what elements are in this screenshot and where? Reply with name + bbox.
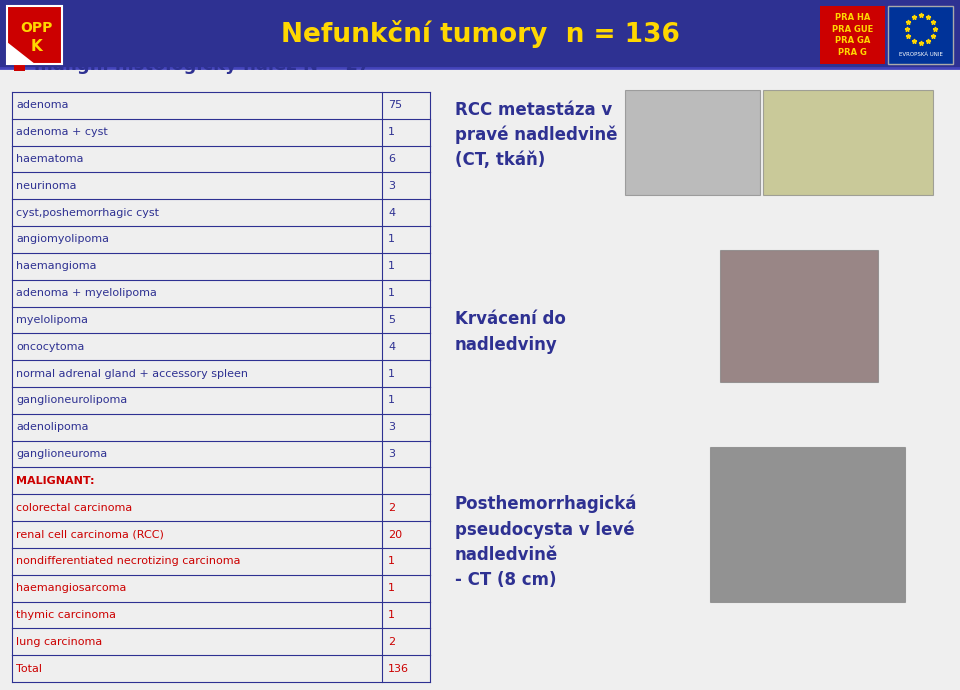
Text: 5: 5	[388, 315, 395, 325]
Text: nondifferentiated necrotizing carcinoma: nondifferentiated necrotizing carcinoma	[16, 556, 241, 566]
Text: cyst,poshemorrhagic cyst: cyst,poshemorrhagic cyst	[16, 208, 159, 217]
Text: 4: 4	[388, 208, 396, 217]
Text: RCC metastáza v
pravé nadledvině
(CT, tkáň): RCC metastáza v pravé nadledvině (CT, tk…	[455, 101, 617, 169]
Text: angiomyolipoma: angiomyolipoma	[16, 235, 109, 244]
Text: 1: 1	[388, 262, 395, 271]
Text: maligní histologický nález N = 27: maligní histologický nález N = 27	[34, 56, 371, 75]
Text: 20: 20	[388, 529, 402, 540]
Text: Posthemorrhagická
pseudocysta v levé
nadledvině
- CT (8 cm): Posthemorrhagická pseudocysta v levé nad…	[455, 495, 637, 589]
Text: 3: 3	[388, 422, 395, 432]
Text: 3: 3	[388, 449, 395, 459]
Text: haemangiosarcoma: haemangiosarcoma	[16, 583, 127, 593]
Text: myelolipoma: myelolipoma	[16, 315, 88, 325]
Text: haematoma: haematoma	[16, 154, 84, 164]
Text: 1: 1	[388, 127, 395, 137]
Text: Nefunkční tumory  n = 136: Nefunkční tumory n = 136	[280, 20, 680, 48]
Bar	[763, 90, 933, 195]
Text: Krvácení do
nadledviny: Krvácení do nadledviny	[455, 310, 565, 353]
Text: K: K	[31, 39, 42, 54]
Text: renal cell carcinoma (RCC): renal cell carcinoma (RCC)	[16, 529, 164, 540]
Text: adenoma + cyst: adenoma + cyst	[16, 127, 108, 137]
Polygon shape	[7, 42, 35, 64]
Bar	[0, 0, 960, 68]
Text: EVROPSKÁ UNIE: EVROPSKÁ UNIE	[899, 52, 943, 57]
Text: 2: 2	[388, 637, 396, 647]
Text: ganglioneuroma: ganglioneuroma	[16, 449, 108, 459]
Bar	[710, 447, 905, 602]
Text: 1: 1	[388, 395, 395, 406]
Text: adenoma: adenoma	[16, 101, 68, 110]
Text: 1: 1	[388, 610, 395, 620]
Bar	[888, 6, 953, 64]
Bar	[625, 90, 760, 195]
Text: 6: 6	[388, 154, 395, 164]
Text: OPP: OPP	[20, 21, 53, 35]
Text: 1: 1	[388, 583, 395, 593]
Text: colorectal carcinoma: colorectal carcinoma	[16, 503, 132, 513]
Text: lung carcinoma: lung carcinoma	[16, 637, 103, 647]
Text: oncocytoma: oncocytoma	[16, 342, 84, 352]
Bar	[7, 6, 62, 64]
Text: haemangioma: haemangioma	[16, 262, 97, 271]
Bar	[14, 60, 25, 71]
Text: MALIGNANT:: MALIGNANT:	[16, 476, 94, 486]
Text: 4: 4	[388, 342, 396, 352]
Text: thymic carcinoma: thymic carcinoma	[16, 610, 116, 620]
Text: Total: Total	[16, 664, 42, 673]
Text: ganglioneurolipoma: ganglioneurolipoma	[16, 395, 128, 406]
Bar	[720, 250, 878, 382]
Text: 1: 1	[388, 368, 395, 379]
Text: 136: 136	[388, 664, 409, 673]
Text: PRA HA
PRA GUE
PRA GA
PRA G: PRA HA PRA GUE PRA GA PRA G	[832, 13, 874, 57]
Text: neurinoma: neurinoma	[16, 181, 77, 191]
Text: normal adrenal gland + accessory spleen: normal adrenal gland + accessory spleen	[16, 368, 248, 379]
Bar	[820, 6, 885, 64]
Text: adenoma + myelolipoma: adenoma + myelolipoma	[16, 288, 156, 298]
Text: 1: 1	[388, 556, 395, 566]
Text: 75: 75	[388, 101, 402, 110]
Text: 1: 1	[388, 235, 395, 244]
Text: 3: 3	[388, 181, 395, 191]
Text: 1: 1	[388, 288, 395, 298]
Text: 2: 2	[388, 503, 396, 513]
Text: adenolipoma: adenolipoma	[16, 422, 88, 432]
